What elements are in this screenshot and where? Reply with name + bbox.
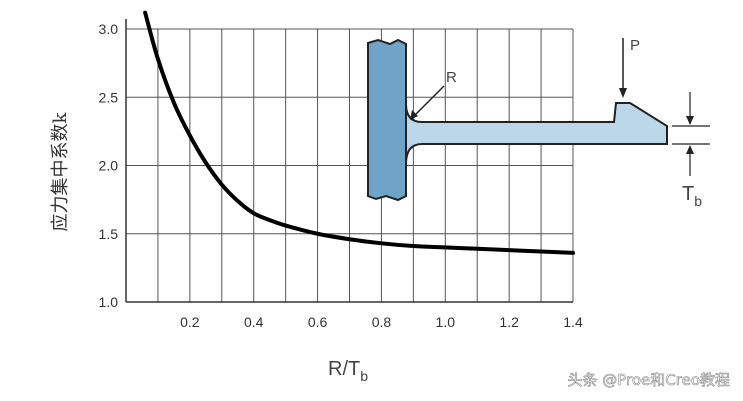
y-axis-label: 应力集中系数k [50, 111, 71, 231]
x-axis-label-sub: b [360, 368, 368, 384]
x-tick-label: 1.4 [563, 314, 583, 330]
x-axis-label-main: R/T [328, 358, 360, 380]
y-tick-label: 1.5 [99, 226, 119, 242]
thickness-label-main: T [682, 183, 694, 205]
x-tick-label: 1.2 [499, 314, 519, 330]
watermark-text: 头条 @Proe和Creo教程 [567, 371, 730, 389]
y-tick-labels: 1.0 1.5 2.0 2.5 3.0 [99, 21, 119, 310]
thickness-arrowhead-top [686, 116, 694, 125]
load-arrowhead [619, 88, 627, 98]
y-tick-label: 3.0 [99, 21, 119, 37]
wall-block [367, 38, 407, 202]
y-tick-label: 2.0 [99, 158, 119, 174]
x-tick-labels: 0.2 0.4 0.6 0.8 1.0 1.2 1.4 [180, 314, 583, 330]
x-tick-label: 1.0 [436, 314, 456, 330]
x-tick-label: 0.4 [244, 314, 264, 330]
load-label: P [630, 37, 640, 54]
radius-label: R [446, 69, 457, 86]
flange-arm [405, 102, 668, 165]
x-axis-label: R/Tb [328, 358, 368, 384]
y-tick-label: 2.5 [99, 89, 119, 105]
x-tick-label: 0.8 [372, 314, 392, 330]
x-tick-label: 0.2 [180, 314, 200, 330]
axes [125, 19, 573, 303]
x-tick-label: 0.6 [308, 314, 328, 330]
part-diagram: R P Tb [367, 37, 710, 209]
stress-concentration-curve [143, 10, 575, 255]
thickness-label-sub: b [694, 193, 702, 209]
thickness-arrowhead-bottom [686, 145, 694, 154]
y-tick-label: 1.0 [99, 294, 119, 310]
thickness-label: Tb [682, 183, 702, 209]
radius-arrow [411, 85, 445, 119]
radius-arrowhead [410, 110, 418, 120]
